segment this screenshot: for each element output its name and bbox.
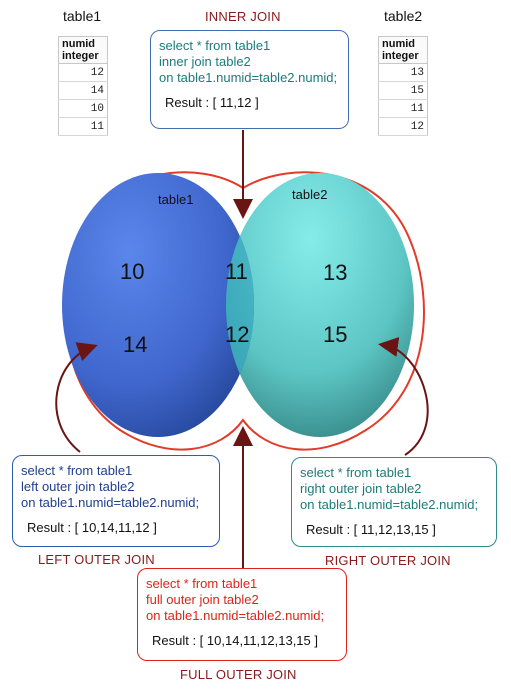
query-line: select * from table1 bbox=[300, 465, 412, 480]
value-right-only: 15 bbox=[323, 322, 348, 347]
left-outer-join-box: select * from table1 left outer join tab… bbox=[12, 455, 220, 547]
right-outer-join-box: select * from table1 right outer join ta… bbox=[291, 457, 497, 547]
value-left-only: 10 bbox=[120, 259, 145, 284]
right-outer-join-title: RIGHT OUTER JOIN bbox=[325, 553, 451, 568]
query-result: Result : [ 11,12 ] bbox=[165, 95, 259, 110]
query-line: full outer join table2 bbox=[146, 592, 259, 607]
table2-row: 12 bbox=[378, 117, 428, 136]
venn-right-label: table2 bbox=[292, 187, 328, 202]
right-outer-join-arrow bbox=[378, 337, 429, 456]
inner-join-title: INNER JOIN bbox=[205, 9, 281, 24]
venn-left-label: table1 bbox=[158, 192, 194, 207]
table1-row: 14 bbox=[58, 81, 108, 100]
query-result: Result : [ 11,12,13,15 ] bbox=[306, 522, 436, 537]
table2-header: numid integer bbox=[378, 36, 428, 64]
value-left-only: 14 bbox=[123, 332, 148, 357]
query-line: inner join table2 bbox=[159, 54, 251, 69]
query-line: on table1.numid=table2.numid; bbox=[159, 70, 338, 85]
table1-header: numid integer bbox=[58, 36, 108, 64]
full-outer-join-box: select * from table1 full outer join tab… bbox=[137, 568, 347, 661]
query-line: select * from table1 bbox=[159, 38, 271, 53]
query-line: on table1.numid=table2.numid; bbox=[300, 497, 479, 512]
query-line: select * from table1 bbox=[146, 576, 258, 591]
left-outer-join-title: LEFT OUTER JOIN bbox=[38, 552, 155, 567]
query-line: on table1.numid=table2.numid; bbox=[21, 495, 200, 510]
inner-join-box: select * from table1 inner join table2 o… bbox=[150, 30, 349, 129]
query-result: Result : [ 10,14,11,12 ] bbox=[27, 520, 157, 535]
value-intersection: 11 bbox=[225, 259, 248, 284]
query-line: left outer join table2 bbox=[21, 479, 135, 494]
table2-row: 13 bbox=[378, 63, 428, 82]
full-outer-join-title: FULL OUTER JOIN bbox=[180, 667, 297, 682]
query-line: select * from table1 bbox=[21, 463, 133, 478]
value-right-only: 13 bbox=[323, 260, 348, 285]
venn-right-circle bbox=[226, 173, 414, 437]
query-result: Result : [ 10,14,11,12,13,15 ] bbox=[152, 633, 318, 648]
table2-grid: numid integer 13 15 11 12 bbox=[378, 36, 428, 136]
query-line: right outer join table2 bbox=[300, 481, 422, 496]
table1-title: table1 bbox=[63, 8, 102, 24]
table1-row: 11 bbox=[58, 117, 108, 136]
table1-grid: numid integer 12 14 10 11 bbox=[58, 36, 108, 136]
table2-title: table2 bbox=[384, 8, 423, 24]
value-intersection: 12 bbox=[225, 322, 250, 347]
venn-left-circle bbox=[62, 173, 254, 437]
table2-row: 15 bbox=[378, 81, 428, 100]
query-line: on table1.numid=table2.numid; bbox=[146, 608, 325, 623]
left-outer-join-arrow bbox=[55, 342, 98, 453]
